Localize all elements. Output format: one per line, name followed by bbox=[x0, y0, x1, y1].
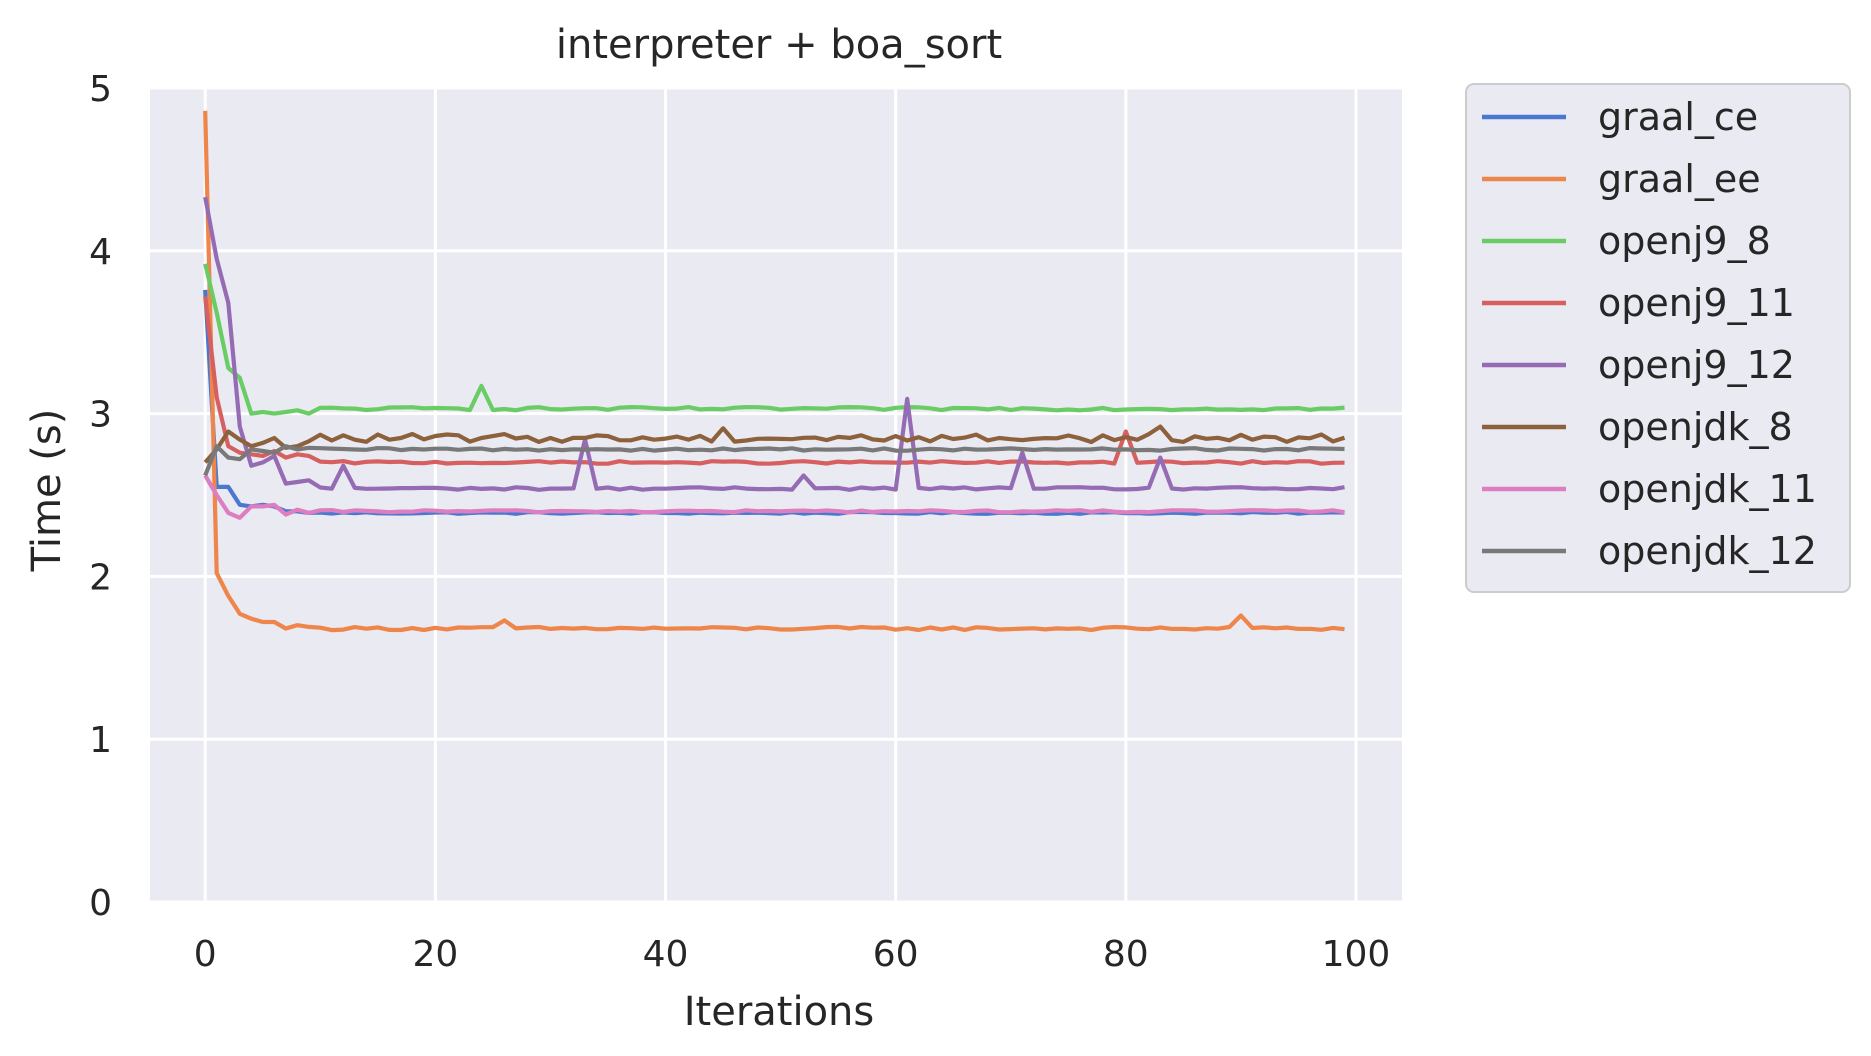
chart-title: interpreter + boa_sort bbox=[556, 22, 1002, 68]
legend-box bbox=[1465, 83, 1851, 593]
legend-label: openj9_11 bbox=[1598, 281, 1795, 325]
legend: graal_ce graal_ee openj9_8 openj9_11 openj9_… bbox=[1465, 83, 1851, 593]
legend-label: openjdk_8 bbox=[1598, 405, 1793, 449]
y-tick-label: 4 bbox=[89, 232, 112, 273]
grid-lines bbox=[150, 86, 1402, 904]
x-tick-label: 20 bbox=[412, 934, 458, 975]
y-tick-label: 1 bbox=[89, 720, 112, 761]
x-tick-label: 40 bbox=[643, 934, 689, 975]
legend-label: openjdk_11 bbox=[1598, 467, 1817, 511]
x-tick-label: 0 bbox=[194, 934, 217, 975]
series-lines bbox=[203, 110, 1346, 633]
plot-area bbox=[150, 88, 1402, 902]
legend-label: graal_ce bbox=[1598, 95, 1758, 139]
x-tick-label: 100 bbox=[1322, 934, 1391, 975]
series-line-openjdk_12 bbox=[203, 444, 1345, 477]
series-line-openj9_12 bbox=[203, 196, 1345, 492]
y-tick-label: 3 bbox=[89, 395, 112, 436]
y-tick-label: 0 bbox=[89, 883, 112, 924]
legend-label: openjdk_12 bbox=[1598, 529, 1817, 573]
legend-label: graal_ee bbox=[1598, 157, 1761, 201]
series-line-graal_ee bbox=[203, 110, 1345, 633]
plot-background bbox=[150, 88, 1402, 902]
x-tick-label: 80 bbox=[1103, 934, 1149, 975]
series-line-openjdk_11 bbox=[203, 474, 1345, 520]
x-tick-label: 60 bbox=[873, 934, 919, 975]
x-axis-label: Iterations bbox=[684, 989, 875, 1035]
legend-label: openj9_8 bbox=[1598, 219, 1771, 263]
y-tick-label: 2 bbox=[89, 557, 112, 598]
x-axis: 0 20 40 60 80 100 bbox=[194, 934, 1391, 975]
y-tick-label: 5 bbox=[89, 69, 112, 110]
series-line-openj9_8 bbox=[203, 263, 1345, 416]
legend-label: openj9_12 bbox=[1598, 343, 1795, 387]
y-axis: 0 1 2 3 4 5 bbox=[89, 69, 112, 924]
series-line-openjdk_8 bbox=[203, 424, 1346, 464]
y-axis-label: Time (s) bbox=[24, 409, 70, 573]
series-line-openj9_11 bbox=[203, 296, 1345, 466]
